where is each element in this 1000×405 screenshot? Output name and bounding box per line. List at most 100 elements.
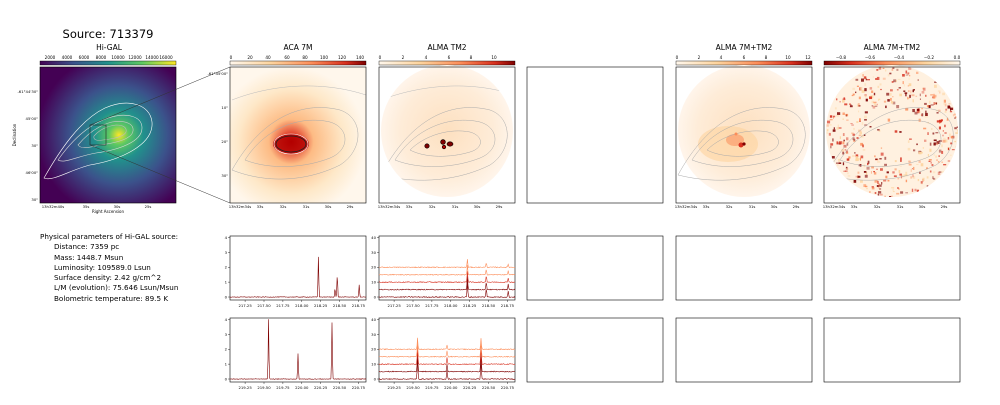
- tm2-xtick: 29s: [496, 204, 503, 209]
- residual-speckle: [948, 103, 951, 105]
- residual-speckle: [882, 67, 885, 69]
- residual-speckle: [929, 142, 932, 146]
- residual-speckle: [889, 93, 892, 96]
- zoom-connector-line: [89, 66, 231, 126]
- residual-speckle: [849, 103, 851, 105]
- aca-ytick: -61°45'00": [207, 71, 228, 76]
- residual-speckle: [907, 97, 910, 99]
- residual-speckle: [839, 101, 841, 103]
- residual-speckle: [902, 81, 904, 85]
- residual-speckle: [856, 137, 859, 139]
- aca-cbar-tick: 0: [230, 55, 233, 60]
- residual-speckle: [876, 185, 880, 187]
- residual-speckle: [934, 81, 937, 83]
- spectrum-xtick: 220.50: [333, 385, 347, 390]
- aca-ytick: 20": [221, 139, 228, 144]
- aca-cbar-tick: 100: [320, 55, 328, 60]
- residual-speckle: [920, 163, 924, 167]
- residual-speckle: [950, 154, 952, 156]
- aca-cbar-tick: 40: [265, 55, 271, 60]
- param-row: L/M (evolution): 75.646 Lsun/Msun: [54, 283, 179, 293]
- residual-speckle: [903, 90, 906, 92]
- residual-speckle: [834, 107, 837, 110]
- residual-speckle: [930, 104, 934, 106]
- tm2-core: [441, 144, 447, 150]
- residual-speckle: [886, 171, 889, 174]
- residual-speckle: [844, 149, 847, 151]
- residual-speckle: [878, 129, 881, 132]
- tm2-cbar-tick: 0: [379, 55, 382, 60]
- residual-speckle: [871, 166, 874, 169]
- residual-speckle: [932, 132, 935, 135]
- residual-speckle: [908, 83, 912, 87]
- residual-speckle: [879, 184, 882, 187]
- spectrum-xtick: 217.25: [238, 303, 252, 308]
- residual-speckle: [908, 160, 911, 163]
- higal-zoom-box: [89, 124, 107, 146]
- residual-speckle: [864, 119, 867, 121]
- residual-speckle: [942, 139, 946, 143]
- residual-speckle: [886, 92, 890, 96]
- residual-speckle: [944, 111, 947, 113]
- higal-cbar-tick: 6000: [79, 55, 90, 60]
- higal-colorbar: [39, 60, 177, 66]
- residual-speckle: [896, 68, 899, 71]
- residual-speckle: [956, 129, 958, 132]
- spectrum-xtick: 219.75: [276, 385, 290, 390]
- spectrum-ytick: 0: [374, 376, 377, 381]
- residual-speckle: [897, 78, 901, 80]
- spectrum-xtick: 218.50: [482, 303, 496, 308]
- spectrum-xtick: 217.75: [276, 303, 290, 308]
- residual-speckle: [896, 105, 900, 109]
- residual-speckle: [913, 89, 915, 91]
- residual-speckle: [864, 83, 867, 86]
- aca-cbar-tick: 120: [338, 55, 346, 60]
- residual-speckle: [916, 110, 920, 114]
- tm2-core: [424, 143, 430, 149]
- residual-speckle: [837, 112, 841, 115]
- residual-speckle: [851, 94, 854, 97]
- residual-speckle: [853, 180, 857, 183]
- residual-speckle: [926, 185, 929, 187]
- residual-title: ALMA 7M+TM2: [864, 43, 921, 52]
- residual-speckle: [898, 187, 900, 190]
- residual-speckle: [947, 137, 950, 140]
- residual-speckle: [830, 143, 834, 146]
- residual-speckle: [912, 89, 914, 93]
- residual-speckle: [912, 174, 914, 178]
- spectrum-ytick: 2: [225, 347, 228, 352]
- residual-cbar-tick: −0.4: [894, 55, 905, 60]
- residual-map: [823, 65, 961, 204]
- residual-speckle: [871, 186, 874, 188]
- combined-cbar-tick: 10: [785, 55, 791, 60]
- residual-speckle: [941, 150, 944, 154]
- aca-cbar-tick: 140: [356, 55, 364, 60]
- spectrum-trace: [378, 346, 516, 366]
- residual-speckle: [933, 139, 937, 142]
- spectrum-trace: [378, 356, 516, 381]
- residual-speckle: [879, 188, 882, 190]
- residual-speckle: [842, 99, 845, 103]
- residual-speckle: [904, 174, 908, 177]
- residual-speckle: [942, 92, 945, 96]
- residual-speckle: [892, 188, 894, 192]
- residual-speckle: [952, 114, 955, 117]
- residual-speckle: [929, 100, 931, 104]
- residual-speckle: [929, 170, 932, 173]
- residual-speckle: [944, 139, 948, 143]
- spectrum-xtick: 218.75: [352, 303, 366, 308]
- residual-speckle: [854, 152, 856, 154]
- residual-speckle: [933, 94, 937, 98]
- spectrum-frame: [229, 317, 367, 383]
- residual-speckle: [855, 156, 858, 159]
- residual-speckle: [837, 124, 839, 128]
- residual-speckle: [826, 129, 829, 132]
- residual-speckle: [846, 119, 849, 121]
- residual-speckle: [861, 89, 865, 93]
- residual-speckle: [933, 96, 936, 99]
- residual-speckle: [831, 156, 835, 159]
- residual-speckle: [897, 187, 899, 189]
- residual-speckle: [871, 187, 875, 190]
- residual-speckle: [856, 104, 859, 108]
- aca-title: ACA 7M: [284, 43, 313, 52]
